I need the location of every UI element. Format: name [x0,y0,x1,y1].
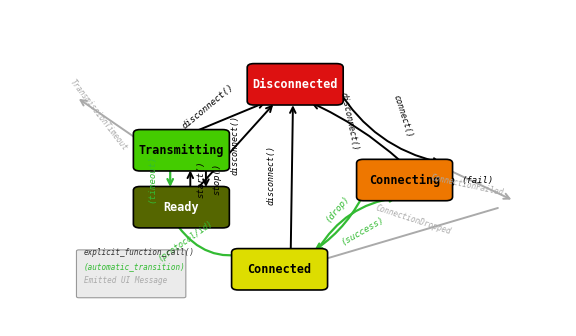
FancyArrowPatch shape [316,188,366,249]
Text: ConnectionFailed: ConnectionFailed [430,173,504,197]
FancyArrowPatch shape [203,170,209,185]
FancyBboxPatch shape [77,250,186,298]
FancyArrowPatch shape [290,108,295,248]
FancyArrowPatch shape [188,173,193,187]
FancyBboxPatch shape [134,186,229,228]
FancyBboxPatch shape [247,64,343,105]
Text: (automatic_transition): (automatic_transition) [84,262,186,271]
FancyArrowPatch shape [313,103,400,161]
Text: disconnect(): disconnect() [180,82,236,130]
Text: (success): (success) [339,214,385,247]
Text: (drop): (drop) [324,193,351,224]
Text: (timeout): (timeout) [148,155,157,203]
FancyArrowPatch shape [446,176,453,184]
Text: (protocol/id): (protocol/id) [157,218,215,263]
Text: disconnect(): disconnect() [338,91,359,152]
Text: disconnect(): disconnect() [266,145,275,205]
Text: explicit_function_call(): explicit_function_call() [84,248,195,257]
Text: Connecting: Connecting [369,173,440,186]
Text: Disconnected: Disconnected [252,78,338,91]
FancyBboxPatch shape [232,249,328,290]
Text: Transmitting: Transmitting [139,144,224,157]
FancyBboxPatch shape [134,130,229,171]
FancyArrowPatch shape [338,89,439,164]
Text: disconnect(): disconnect() [230,115,240,175]
Text: Emitted UI Message: Emitted UI Message [84,276,167,285]
Text: start(): start() [197,160,206,198]
Text: Connected: Connected [248,263,312,276]
FancyArrowPatch shape [199,106,272,187]
FancyArrowPatch shape [193,102,264,132]
FancyBboxPatch shape [357,159,453,201]
Text: Ready: Ready [164,201,199,214]
Text: stop(): stop() [213,163,222,195]
Text: TransmissionTimeout: TransmissionTimeout [68,78,130,153]
FancyArrowPatch shape [168,170,173,184]
Text: connect(): connect() [391,94,414,139]
FancyArrowPatch shape [179,227,248,257]
Text: (fail): (fail) [461,175,493,184]
FancyArrowPatch shape [318,196,395,250]
Text: ConnectionDropped: ConnectionDropped [375,204,452,237]
